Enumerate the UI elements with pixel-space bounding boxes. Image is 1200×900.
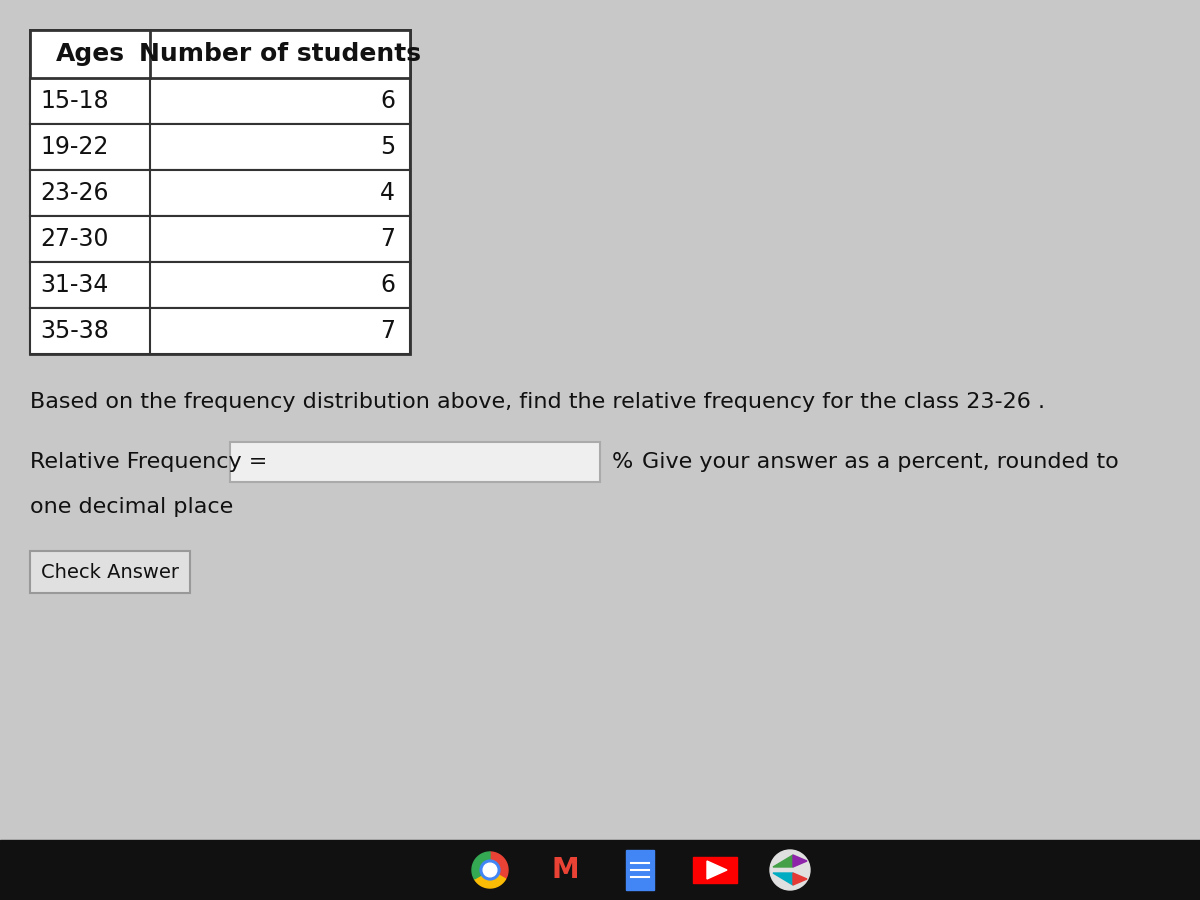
Text: 23-26: 23-26 [40,181,108,205]
Polygon shape [472,852,490,879]
Text: 7: 7 [380,227,395,251]
Bar [30,216,410,262]
Text: 19-22: 19-22 [40,135,108,159]
Polygon shape [793,873,808,885]
Bar [626,850,654,890]
Text: M: M [551,856,578,884]
Text: Relative Frequency =: Relative Frequency = [30,452,268,472]
Text: Based on the frequency distribution above, find the relative frequency for the c: Based on the frequency distribution abov… [30,392,1045,412]
Bar [30,78,410,124]
Text: Check Answer: Check Answer [41,562,179,581]
Bar [0,840,1200,900]
Bar [230,442,600,482]
Text: 4: 4 [380,181,395,205]
Circle shape [770,850,810,890]
Text: Give your answer as a percent, rounded to: Give your answer as a percent, rounded t… [642,452,1118,472]
Circle shape [484,863,497,877]
Text: Number of students: Number of students [139,42,421,66]
Text: 7: 7 [380,319,395,343]
Polygon shape [773,873,793,885]
Text: one decimal place: one decimal place [30,497,233,517]
Text: 6: 6 [380,273,395,297]
Bar [30,170,410,216]
Polygon shape [707,861,727,879]
Bar [30,551,190,593]
Text: 35-38: 35-38 [40,319,109,343]
Text: 31-34: 31-34 [40,273,108,297]
Text: 27-30: 27-30 [40,227,108,251]
Bar [30,30,410,354]
Text: 5: 5 [379,135,395,159]
Text: %: % [612,452,634,472]
Circle shape [480,860,500,880]
Polygon shape [793,855,808,867]
Bar [30,30,410,78]
Bar [30,124,410,170]
Bar [30,308,410,354]
Polygon shape [773,855,793,867]
Polygon shape [474,870,505,888]
Polygon shape [490,852,508,879]
Bar [694,857,737,883]
Text: 6: 6 [380,89,395,113]
Bar [30,262,410,308]
Text: Ages: Ages [55,42,125,66]
Text: 15-18: 15-18 [40,89,109,113]
